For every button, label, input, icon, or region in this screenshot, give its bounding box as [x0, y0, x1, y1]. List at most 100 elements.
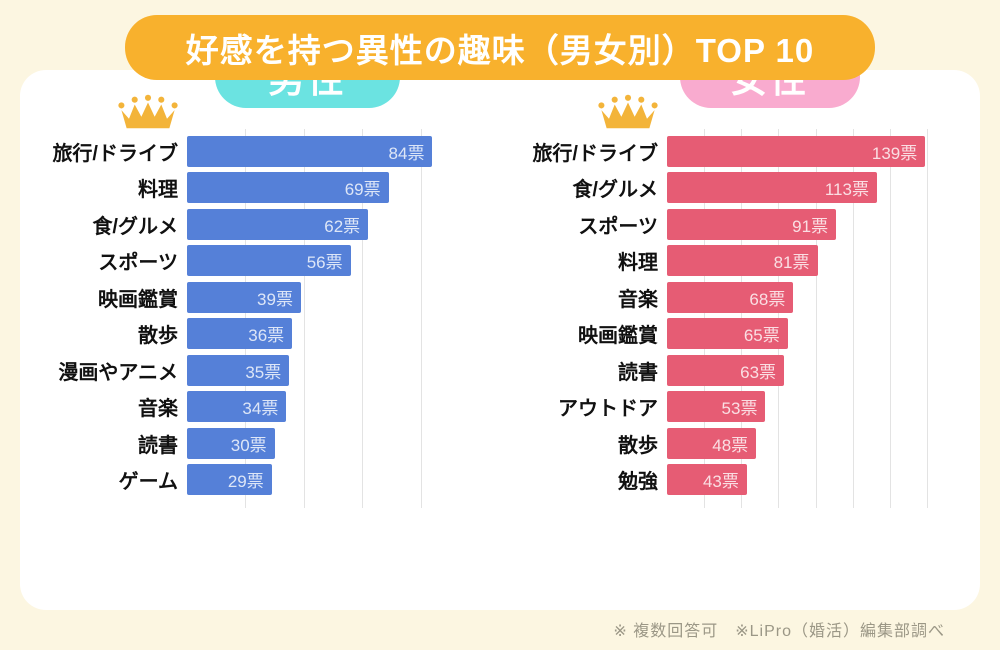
bar: 53票 [667, 391, 766, 423]
page-title-badge: 好感を持つ異性の趣味（男女別）TOP 10 [125, 15, 875, 80]
female-chart: 女性 旅行/ドライブ139票食/グルメ113票スポーツ91票料理81票音楽68票… [510, 40, 955, 510]
bar: 81票 [667, 245, 818, 277]
plot-area: 139票 [667, 135, 955, 167]
bar: 63票 [667, 354, 785, 386]
category-label: 料理 [138, 179, 178, 202]
chart-row: 食/グルメ 62票 [30, 206, 450, 243]
category-label: 音楽 [138, 398, 178, 421]
category-label: 料理 [618, 252, 658, 275]
plot-area: 39票 [187, 281, 450, 313]
gridline [815, 129, 817, 508]
plot-area: 63票 [667, 354, 955, 386]
bar: 48票 [667, 427, 757, 459]
category-label: 勉強 [618, 471, 658, 494]
value-label: 84票 [388, 143, 425, 163]
chart-row: ゲーム 29票 [30, 462, 450, 499]
chart-row: 料理 81票 [510, 243, 955, 280]
value-label: 63票 [740, 362, 777, 382]
crown-icon [118, 94, 178, 129]
bar: 69票 [187, 172, 389, 204]
gridline [927, 129, 929, 508]
category-label: 映画鑑賞 [98, 288, 178, 311]
value-label: 43票 [702, 472, 739, 492]
plot-area: 65票 [667, 318, 955, 350]
value-label: 39票 [257, 289, 293, 309]
chart-row: 読書 63票 [510, 352, 955, 389]
male-bars-area: 旅行/ドライブ 84票料理 69票食/グルメ 62票スポーツ 56票映画鑑賞 39票散歩 3… [30, 129, 450, 508]
plot-area: 35票 [187, 354, 450, 386]
bar: 39票 [187, 281, 301, 313]
chart-row: 旅行/ドライブ 84票 [30, 133, 450, 170]
bar: 29票 [187, 464, 272, 496]
bar: 34票 [187, 391, 287, 423]
chart-row: 映画鑑賞 39票 [30, 279, 450, 316]
plot-area: 62票 [187, 208, 450, 240]
category-label: 読書 [618, 361, 658, 384]
value-label: 53票 [721, 399, 758, 419]
category-label: 散歩 [618, 434, 658, 457]
bar: 35票 [187, 354, 290, 386]
value-label: 56票 [306, 253, 343, 273]
category-label: 漫画やアニメ [58, 361, 178, 384]
value-label: 69票 [344, 180, 381, 200]
value-label: 48票 [712, 435, 749, 455]
chart-row: 散歩 48票 [510, 425, 955, 462]
value-label: 29票 [227, 472, 264, 492]
bar: 30票 [187, 427, 275, 459]
plot-area: 48票 [667, 427, 955, 459]
value-label: 68票 [749, 289, 786, 309]
gridline [889, 129, 891, 508]
crown-icon [598, 94, 658, 129]
chart-row: 漫画やアニメ 35票 [30, 352, 450, 389]
gridline [852, 129, 854, 508]
bar: 113票 [667, 172, 877, 204]
category-label: 音楽 [618, 288, 658, 311]
plot-area: 36票 [187, 318, 450, 350]
value-label: 65票 [743, 326, 780, 346]
plot-area: 113票 [667, 172, 955, 204]
plot-area: 91票 [667, 208, 955, 240]
category-label: ゲーム [118, 471, 178, 494]
gridline [362, 129, 364, 508]
bar: 62票 [187, 208, 369, 240]
plot-area: 34票 [187, 391, 450, 423]
category-label: 食/グルメ [572, 179, 658, 202]
category-label: 食/グルメ [92, 215, 178, 238]
value-label: 35票 [245, 362, 282, 382]
category-label: 映画鑑賞 [578, 325, 658, 348]
chart-row: 勉強 43票 [510, 462, 955, 499]
chart-row: アウトドア 53票 [510, 389, 955, 426]
bar: 56票 [187, 245, 351, 277]
plot-area: 30票 [187, 427, 450, 459]
category-label: アウトドア [558, 398, 658, 421]
category-label: 散歩 [138, 325, 178, 348]
page-title: 好感を持つ異性の趣味（男女別）TOP 10 [185, 31, 815, 69]
bar: 36票 [187, 318, 293, 350]
bar: 91票 [667, 208, 837, 240]
bar: 139票 [667, 135, 926, 167]
value-label: 113票 [824, 180, 869, 200]
category-label: 読書 [138, 434, 178, 457]
plot-area: 68票 [667, 281, 955, 313]
chart-row: 音楽 34票 [30, 389, 450, 426]
category-label: 旅行/ドライブ [52, 142, 178, 165]
chart-row: 読書 30票 [30, 425, 450, 462]
chart-row: スポーツ 91票 [510, 206, 955, 243]
female-bars-area: 旅行/ドライブ 139票 食/グルメ 113票 スポーツ 91票 料理 81票 音楽 68票 映画鑑… [510, 129, 955, 508]
category-label: スポーツ [578, 215, 658, 238]
chart-row: スポーツ 56票 [30, 243, 450, 280]
bar: 84票 [187, 135, 433, 167]
footnote: ※ 複数回答可 ※LiPro（婚活）編集部調べ [613, 623, 945, 640]
chart-row: 音楽 68票 [510, 279, 955, 316]
value-label: 62票 [324, 216, 361, 236]
male-chart: 男性 旅行/ドライブ84票料理69票食/グルメ62票スポーツ56票映画鑑賞39票… [30, 40, 450, 510]
plot-area: 56票 [187, 245, 450, 277]
value-label: 139票 [871, 143, 918, 163]
chart-row: 料理 69票 [30, 170, 450, 207]
bar: 68票 [667, 281, 794, 313]
value-label: 34票 [242, 399, 279, 419]
value-label: 30票 [230, 435, 267, 455]
plot-area: 53票 [667, 391, 955, 423]
plot-area: 81票 [667, 245, 955, 277]
chart-row: 食/グルメ 113票 [510, 170, 955, 207]
